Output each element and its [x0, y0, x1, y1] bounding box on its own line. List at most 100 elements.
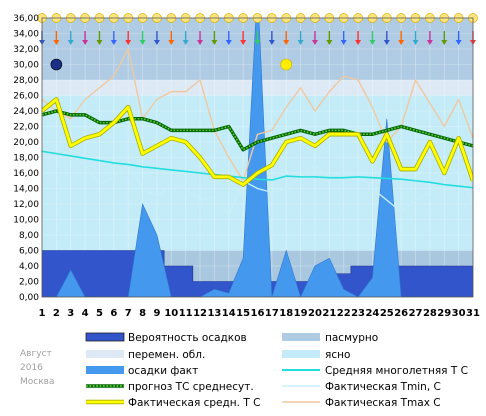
wind-arrow-head-16 — [254, 40, 261, 45]
wind-arrow-head-2 — [53, 40, 60, 45]
x-tick-label-29: 29 — [437, 308, 451, 319]
x-tick-label-19: 19 — [294, 308, 308, 319]
wind-arrow-head-17 — [268, 40, 275, 45]
y-tick-label-3: 6,00 — [19, 247, 39, 257]
y-tick-label-12: 24,00 — [13, 107, 39, 117]
precip-fact-area — [42, 18, 473, 297]
x-tick-label-31: 31 — [466, 308, 480, 319]
wind-arrow-head-26 — [398, 40, 405, 45]
legend-label-precip-prob: Вероятность осадков — [128, 332, 247, 344]
plot-frame — [41, 17, 474, 298]
x-tick-label-9: 9 — [153, 308, 160, 319]
wind-arrow-head-22 — [340, 40, 347, 45]
wind-arrow-head-7 — [125, 40, 132, 45]
legend-label-fact-max: Фактическая Tmax C — [325, 397, 441, 409]
legend: Вероятность осадков перемен. обл. осадки… — [85, 332, 468, 409]
line-normal — [42, 150, 473, 189]
wind-arrow-head-18 — [283, 40, 290, 45]
y-tick-label-18: 36,00 — [13, 14, 39, 24]
y-tick-label-4: 8,00 — [19, 231, 39, 241]
y-tick-label-6: 12,00 — [13, 200, 39, 210]
caption-city: Москва — [20, 377, 54, 387]
x-tick-label-2: 2 — [53, 308, 60, 319]
wind-arrow-head-28 — [426, 40, 433, 45]
line-fact-mean — [42, 97, 473, 187]
series-group — [42, 18, 473, 297]
x-tick-label-23: 23 — [351, 308, 365, 319]
chart-axes: 0,00 2,00 4,00 6,00 8,00 10,00 12,00 14,00 16,00… — [13, 14, 480, 319]
x-tick-label-6: 6 — [110, 308, 117, 319]
wind-arrow-head-14 — [225, 40, 232, 45]
wind-arrow-head-23 — [355, 40, 362, 45]
y-tick-label-17: 34,00 — [13, 30, 39, 40]
wind-arrow-head-30 — [455, 40, 462, 45]
legend-label-partly: перемен. обл. — [128, 349, 205, 361]
line-fact-min — [42, 149, 473, 217]
y-tick-label-15: 30,00 — [13, 61, 39, 71]
y-tick-label-7: 14,00 — [13, 185, 39, 195]
x-tick-label-10: 10 — [164, 308, 178, 319]
y-tick-label-11: 22,00 — [13, 123, 39, 133]
wind-arrow-head-13 — [211, 40, 218, 45]
x-tick-label-25: 25 — [380, 308, 394, 319]
caption-year: 2016 — [20, 363, 43, 373]
wind-arrow-head-29 — [441, 40, 448, 45]
legend-swatch-cloudy — [282, 333, 320, 341]
y-tick-label-2: 4,00 — [19, 262, 39, 272]
x-tick-label-20: 20 — [308, 308, 322, 319]
wind-arrow-head-20 — [311, 40, 318, 45]
wind-arrow-head-15 — [240, 40, 247, 45]
legend-label-cloudy: пасмурно — [325, 332, 378, 344]
wind-arrow-head-27 — [412, 40, 419, 45]
y-tick-label-16: 32,00 — [13, 45, 39, 55]
legend-label-fact-mean: Фактическая средн. Т С — [128, 397, 260, 409]
x-tick-label-14: 14 — [222, 308, 236, 319]
wind-arrow-head-9 — [153, 40, 160, 45]
y-tick-label-10: 20,00 — [13, 138, 39, 148]
y-tick-label-1: 2,00 — [19, 278, 39, 288]
wind-arrow-head-25 — [383, 40, 390, 45]
x-tick-label-16: 16 — [251, 308, 265, 319]
wind-arrow-head-12 — [197, 40, 204, 45]
y-tick-label-5: 10,00 — [13, 216, 39, 226]
legend-label-fact-min: Фактическая Tmin, C — [325, 381, 441, 393]
legend-label-normal: Средняя многолетняя Т С — [325, 365, 468, 377]
x-tick-label-5: 5 — [96, 308, 103, 319]
wind-arrow-head-19 — [297, 40, 304, 45]
new-moon-icon — [50, 58, 63, 71]
y-tick-label-9: 18,00 — [13, 154, 39, 164]
legend-swatch-precip-prob — [85, 332, 125, 342]
y-tick-label-8: 16,00 — [13, 169, 39, 179]
y-tick-label-0: 0,00 — [19, 293, 39, 303]
x-tick-label-3: 3 — [67, 308, 74, 319]
wind-arrow-head-6 — [110, 40, 117, 45]
x-tick-label-18: 18 — [279, 308, 293, 319]
wind-arrow-head-10 — [168, 40, 175, 45]
x-tick-label-30: 30 — [452, 308, 466, 319]
x-tick-label-27: 27 — [409, 308, 423, 319]
x-tick-label-7: 7 — [125, 308, 132, 319]
x-tick-label-11: 11 — [179, 308, 193, 319]
x-tick-label-22: 22 — [337, 308, 351, 319]
wind-arrow-head-21 — [326, 40, 333, 45]
x-tick-label-26: 26 — [394, 308, 408, 319]
legend-swatch-clear — [282, 350, 320, 358]
wind-arrow-head-8 — [139, 40, 146, 45]
x-tick-label-24: 24 — [365, 308, 379, 319]
legend-label-forecast: прогноз ТС среднесут. — [128, 381, 254, 393]
wind-arrow-head-11 — [182, 40, 189, 45]
x-tick-label-1: 1 — [39, 308, 46, 319]
x-tick-label-13: 13 — [207, 308, 221, 319]
x-tick-label-12: 12 — [193, 308, 207, 319]
x-tick-label-21: 21 — [322, 308, 336, 319]
legend-swatch-precip-fact — [86, 366, 124, 374]
y-tick-label-14: 28,00 — [13, 76, 39, 86]
x-tick-label-28: 28 — [423, 308, 437, 319]
x-tick-label-17: 17 — [265, 308, 279, 319]
full-moon-icon — [280, 58, 293, 71]
legend-label-clear: ясно — [325, 349, 350, 361]
legend-swatch-partly — [86, 350, 124, 358]
wind-arrow-head-3 — [67, 40, 74, 45]
legend-label-precip-fact: осадки факт — [128, 365, 198, 377]
